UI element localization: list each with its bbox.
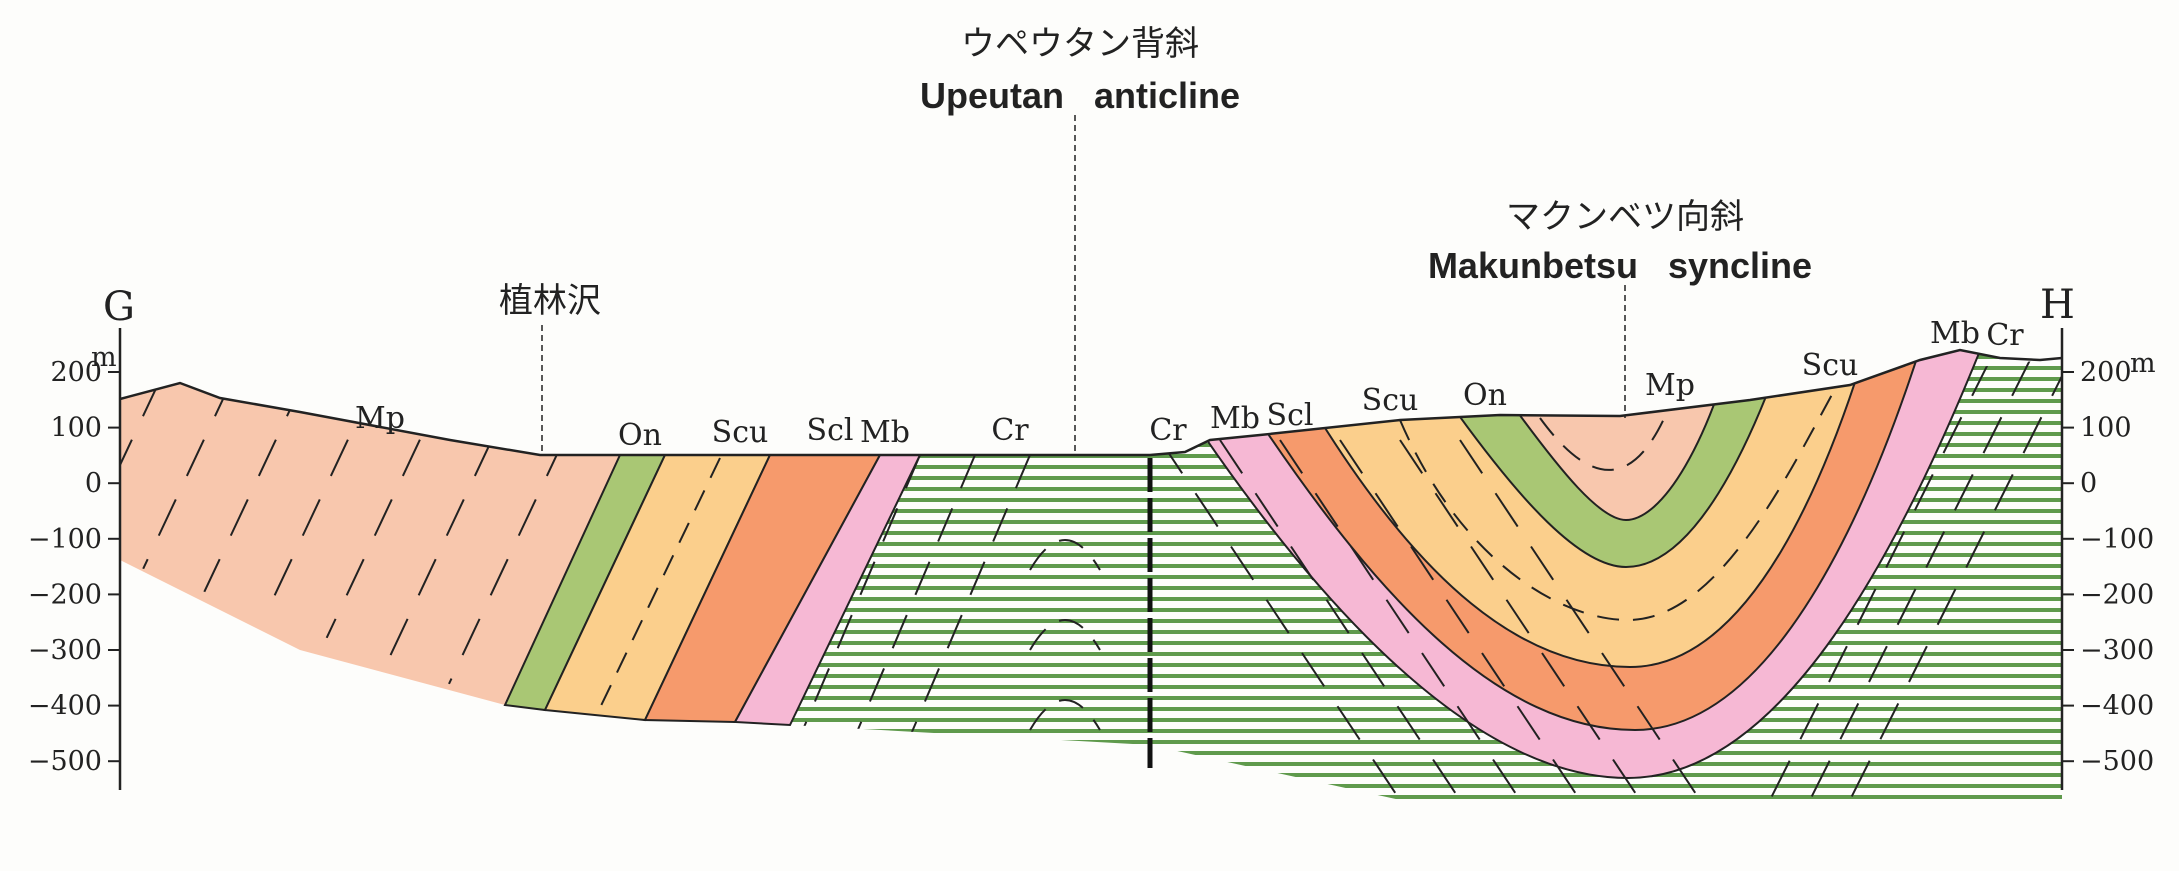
left-tick-label: −100 [28, 524, 102, 555]
right-tick-label: 0 [2080, 468, 2097, 499]
bedding-dash [1769, 359, 1991, 800]
layer-label-on: On [1463, 378, 1507, 413]
left-tick-label: 0 [85, 468, 102, 499]
layer-label-mb: Mb [1210, 401, 1260, 436]
endpoint-h: H [2040, 282, 2075, 328]
right-tick-label: −400 [2080, 691, 2154, 722]
right-tick-label: −500 [2080, 746, 2154, 777]
strata [120, 350, 2062, 800]
left-tick-label: 100 [50, 413, 102, 444]
bedding-dash [1339, 439, 1581, 800]
layer-label-on: On [618, 418, 662, 453]
left-axis-unit: m [91, 342, 117, 373]
anticline-bedding-arc [1029, 539, 1101, 571]
anticline-name-en: Upeutan anticline [920, 75, 1240, 116]
bedding-dash [1399, 439, 1641, 800]
layer-label-mp: Mp [1645, 368, 1695, 403]
left-tick-label: −500 [28, 746, 102, 777]
syncline-name-jp: マクンベツ向斜 [1506, 197, 1744, 237]
layer-label-cr: Cr [991, 413, 1029, 448]
anticline-name-jp: ウペウタン背斜 [961, 24, 1199, 64]
layer-label-scl: Scl [807, 413, 854, 448]
dashed-bedding-line [1399, 379, 1841, 622]
layer-label-cr: Cr [1149, 413, 1187, 448]
layer-label-scl: Scl [1267, 398, 1314, 433]
layer-label-scu: Scu [1802, 348, 1859, 383]
layer-label-scu: Scu [712, 415, 769, 450]
syncline-name-en: Makunbetsu syncline [1428, 245, 1812, 286]
layer-label-mp: Mp [355, 401, 405, 436]
dashed-bedding-line [597, 457, 721, 713]
left-tick-label: −300 [28, 635, 102, 666]
bedding-dash [1279, 439, 1521, 800]
bedding-dash [1809, 359, 2031, 800]
endpoint-g: G [103, 284, 135, 330]
anticline-bedding-arc [1029, 619, 1101, 651]
layer-label-scu: Scu [1362, 383, 1419, 418]
right-tick-label: 100 [2080, 413, 2132, 444]
right-tick-label: 200 [2080, 357, 2132, 388]
bedding-dash [1849, 359, 2062, 800]
bedding-dash [1159, 439, 1401, 800]
stream-name: 植林沢 [499, 281, 601, 321]
layer-label-mb: Mb [860, 415, 910, 450]
left-tick-label: −200 [28, 579, 102, 610]
bedding-dash [1219, 439, 1461, 800]
bedding-dash [1459, 439, 1701, 800]
right-axis-unit: m [2130, 348, 2156, 379]
layer-mp-left [120, 383, 620, 705]
right-tick-label: −100 [2080, 524, 2154, 555]
ground-surface [119, 348, 2063, 457]
layer-label-mb: Mb [1930, 316, 1980, 351]
right-tick-label: −300 [2080, 635, 2154, 666]
left-tick-label: 200 [50, 357, 102, 388]
right-tick-label: −200 [2080, 579, 2154, 610]
left-tick-label: −400 [28, 691, 102, 722]
dashed-bedding-line [1539, 404, 1671, 471]
layer-label-cr: Cr [1986, 318, 2024, 353]
anticline-bedding-arc [1029, 699, 1101, 731]
